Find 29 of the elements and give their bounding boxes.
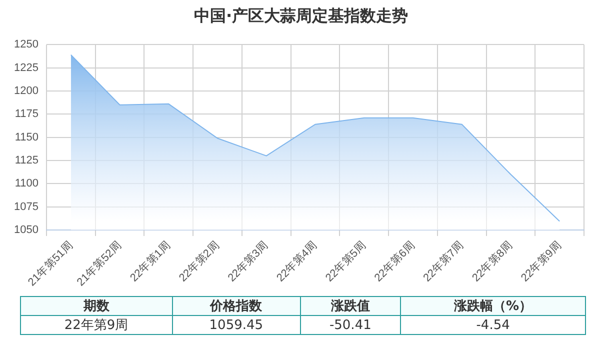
x-tick-label: 22年第4周 xyxy=(274,239,320,284)
x-tick-label: 22年第1周 xyxy=(128,239,173,284)
x-tick-label: 22年第5周 xyxy=(324,239,368,284)
x-tick-label: 21年第51周 xyxy=(26,239,76,289)
x-tick-label: 21年第52周 xyxy=(74,239,124,289)
y-tick-label: 1100 xyxy=(14,178,38,190)
y-tick-label: 1225 xyxy=(14,62,38,74)
y-tick-label: 1050 xyxy=(14,224,38,236)
x-tick-label: 22年第9周 xyxy=(519,239,564,284)
y-tick-label: 1125 xyxy=(14,154,38,167)
y-tick-label: 1175 xyxy=(14,108,38,120)
y-tick-label: 1075 xyxy=(14,200,38,213)
text: 22年第9周 xyxy=(20,316,172,334)
text: -4.54 xyxy=(400,316,586,334)
text: 涨跌幅（%） xyxy=(400,296,586,316)
x-tick-label: 22年第8周 xyxy=(470,239,515,284)
chart-title: 中国·产区大蒜周定基指数走势 xyxy=(192,6,410,27)
text: 期数 xyxy=(20,296,172,316)
x-tick-label: 22年第3周 xyxy=(226,239,271,284)
y-tick-label: 1150 xyxy=(14,131,38,144)
y-tick-label: 1250 xyxy=(14,38,38,51)
text: 价格指数 xyxy=(172,296,300,316)
y-tick-label: 1200 xyxy=(14,84,38,97)
x-tick-label: 22年第7周 xyxy=(421,239,466,284)
text: 涨跌值 xyxy=(300,296,401,316)
text: -50.41 xyxy=(300,316,401,334)
x-tick-label: 22年第2周 xyxy=(176,239,222,284)
text: 1059.45 xyxy=(172,316,300,334)
x-tick-label: 22年第6周 xyxy=(372,239,418,284)
